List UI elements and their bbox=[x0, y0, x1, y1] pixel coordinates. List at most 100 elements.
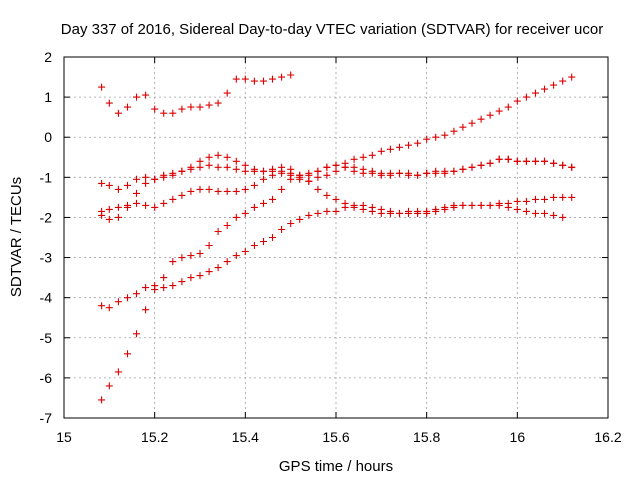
data-point bbox=[260, 238, 267, 245]
data-point bbox=[287, 220, 295, 227]
data-point bbox=[269, 75, 276, 83]
data-point bbox=[124, 181, 131, 189]
y-tick-label: -6 bbox=[40, 370, 53, 386]
data-point bbox=[332, 195, 340, 203]
data-point bbox=[232, 165, 240, 173]
data-point bbox=[196, 157, 204, 165]
data-point bbox=[133, 175, 140, 183]
data-point bbox=[305, 177, 313, 185]
data-point bbox=[495, 107, 503, 115]
data-point bbox=[169, 109, 177, 117]
data-point bbox=[414, 139, 422, 147]
data-point bbox=[205, 101, 213, 109]
data-point bbox=[187, 165, 195, 173]
data-point bbox=[160, 284, 168, 292]
data-point bbox=[98, 83, 106, 91]
data-points bbox=[98, 71, 576, 404]
y-tick-label: -3 bbox=[40, 250, 53, 266]
data-point bbox=[396, 169, 403, 177]
data-point bbox=[151, 203, 159, 211]
data-point bbox=[414, 209, 422, 217]
data-point bbox=[495, 199, 503, 207]
data-point bbox=[178, 105, 186, 113]
data-point bbox=[287, 165, 295, 173]
data-point bbox=[495, 155, 503, 163]
data-point bbox=[142, 179, 150, 187]
data-point bbox=[232, 157, 240, 165]
data-point bbox=[323, 163, 331, 171]
data-point bbox=[278, 185, 286, 193]
data-point bbox=[477, 115, 485, 123]
data-point bbox=[522, 93, 530, 101]
data-point bbox=[124, 103, 131, 111]
data-point bbox=[296, 215, 304, 223]
data-point bbox=[522, 157, 530, 165]
data-point bbox=[133, 93, 140, 101]
y-tick-label: -7 bbox=[40, 410, 53, 426]
data-point bbox=[323, 191, 331, 199]
data-point bbox=[278, 73, 286, 81]
data-point bbox=[386, 145, 394, 153]
data-point bbox=[142, 201, 150, 209]
data-point bbox=[341, 203, 349, 211]
data-point bbox=[187, 187, 195, 195]
data-point bbox=[105, 215, 113, 223]
data-point bbox=[142, 173, 150, 181]
x-tick-label: 15 bbox=[56, 429, 72, 445]
y-tick-label: -4 bbox=[40, 290, 53, 306]
data-point bbox=[133, 290, 140, 298]
data-point bbox=[214, 151, 222, 159]
data-point bbox=[169, 171, 177, 179]
data-point bbox=[114, 109, 122, 117]
data-point bbox=[450, 167, 458, 175]
data-point bbox=[232, 75, 240, 83]
data-point bbox=[396, 209, 403, 217]
data-point bbox=[541, 209, 548, 217]
data-point bbox=[368, 203, 376, 211]
data-point bbox=[441, 205, 449, 213]
data-point bbox=[332, 161, 340, 169]
data-point bbox=[550, 211, 558, 219]
data-point bbox=[468, 163, 476, 171]
data-point bbox=[196, 250, 204, 257]
data-point bbox=[296, 171, 304, 179]
data-point bbox=[513, 205, 521, 213]
data-point bbox=[323, 171, 331, 179]
data-point bbox=[459, 123, 467, 131]
data-point bbox=[133, 189, 140, 197]
data-point bbox=[178, 191, 186, 199]
data-point bbox=[169, 282, 177, 290]
data-point bbox=[260, 167, 267, 175]
data-point bbox=[559, 161, 567, 169]
data-point bbox=[232, 252, 240, 260]
data-point bbox=[423, 135, 431, 143]
data-point bbox=[522, 207, 530, 215]
x-tick-label: 16.2 bbox=[594, 429, 621, 445]
data-point bbox=[468, 201, 476, 209]
data-point bbox=[432, 133, 440, 141]
data-point bbox=[98, 302, 106, 310]
data-point bbox=[559, 193, 567, 201]
data-point bbox=[223, 222, 231, 229]
data-point bbox=[305, 171, 313, 179]
data-point bbox=[441, 167, 449, 175]
data-point bbox=[105, 382, 113, 390]
data-point bbox=[269, 171, 276, 179]
data-point bbox=[269, 195, 276, 203]
data-point bbox=[105, 181, 113, 189]
data-point bbox=[377, 205, 385, 213]
data-point bbox=[151, 105, 159, 113]
data-point bbox=[432, 207, 440, 215]
plot-frame bbox=[63, 56, 609, 419]
data-point bbox=[241, 161, 249, 169]
data-point bbox=[260, 77, 267, 85]
data-point bbox=[241, 209, 249, 217]
data-point bbox=[368, 151, 376, 159]
data-point bbox=[124, 350, 131, 358]
chart-title: Day 337 of 2016, Sidereal Day-to-day VTE… bbox=[61, 21, 603, 38]
data-point bbox=[486, 111, 494, 119]
data-point bbox=[450, 127, 458, 135]
data-point bbox=[250, 181, 258, 189]
series-sat-B bbox=[98, 73, 576, 404]
